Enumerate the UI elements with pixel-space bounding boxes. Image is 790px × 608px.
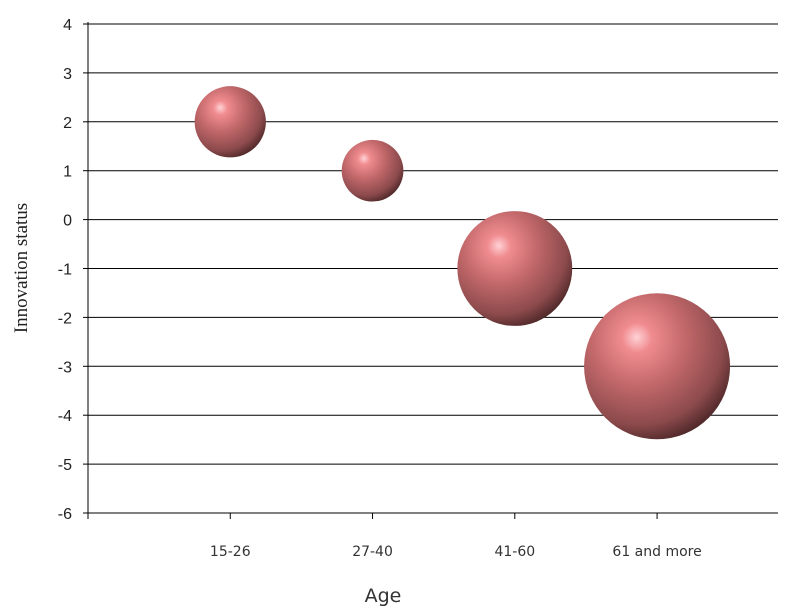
bubble [194, 86, 266, 158]
y-tick-label: 0 [63, 213, 72, 230]
y-axis-title: Innovation status [11, 203, 32, 333]
x-tick-labels: 15-26 27-40 41-60 61 and more [210, 544, 702, 560]
y-tick-label: -2 [58, 310, 72, 327]
y-tick-label: 2 [63, 115, 72, 132]
bubble [457, 211, 573, 326]
y-tick-label: -1 [58, 262, 72, 279]
x-tick-label: 41-60 [494, 544, 535, 560]
gridlines [88, 23, 778, 514]
bubble [341, 139, 404, 202]
y-tick-labels: 4 3 2 1 0 -1 -2 -3 -4 -5 -6 [58, 17, 72, 523]
x-tick-label: 27-40 [352, 544, 393, 560]
y-tick-label: 4 [63, 17, 72, 34]
x-tick-label: 61 and more [612, 544, 701, 560]
y-tick-label: -3 [58, 359, 72, 376]
bubble [584, 293, 731, 440]
y-tick-label: -4 [58, 408, 72, 425]
x-tick-label: 15-26 [210, 544, 251, 560]
axes [83, 22, 658, 519]
bubbles [194, 86, 731, 440]
y-tick-label: -6 [58, 506, 72, 523]
x-axis-title: Age [365, 585, 402, 607]
y-tick-label: 3 [63, 66, 72, 83]
y-tick-label: -5 [58, 457, 72, 474]
y-tick-label: 1 [63, 164, 72, 181]
